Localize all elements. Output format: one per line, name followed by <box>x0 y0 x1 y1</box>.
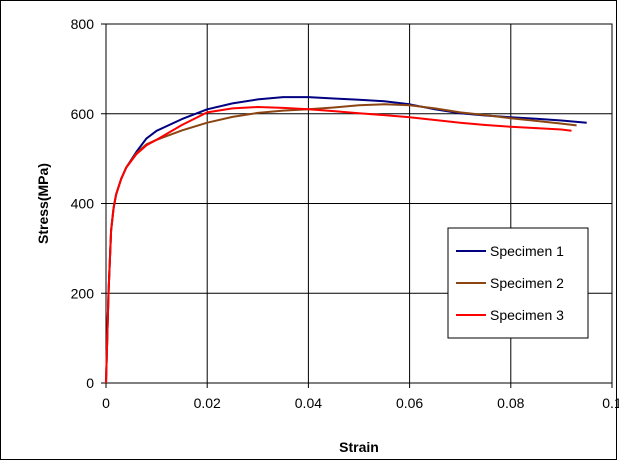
legend-label-2: Specimen 2 <box>490 275 564 291</box>
x-tick-label: 0.1 <box>602 395 619 411</box>
y-tick-label: 0 <box>86 375 94 391</box>
legend-label-3: Specimen 3 <box>490 307 564 323</box>
x-tick-label: 0.04 <box>295 395 322 411</box>
y-tick-label: 200 <box>71 285 95 301</box>
x-tick-label: 0 <box>102 395 110 411</box>
y-tick-label: 600 <box>71 106 95 122</box>
series-line-3 <box>105 106 572 384</box>
y-tick-label: 400 <box>71 196 95 212</box>
y-tick-label: 800 <box>71 16 95 32</box>
legend-label-1: Specimen 1 <box>490 243 564 259</box>
x-tick-label: 0.08 <box>497 395 524 411</box>
x-axis-title: Strain <box>339 439 379 455</box>
y-axis-title: Stress(MPa) <box>35 163 51 244</box>
x-tick-label: 0.06 <box>396 395 423 411</box>
x-tick-label: 0.02 <box>194 395 221 411</box>
